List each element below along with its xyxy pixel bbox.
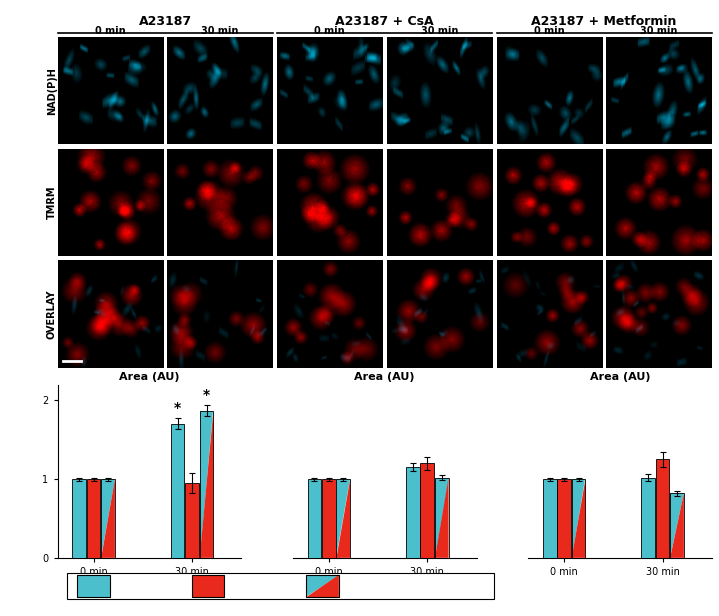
Polygon shape bbox=[572, 479, 585, 558]
Bar bbox=[543, 479, 557, 558]
Title: 0 min: 0 min bbox=[314, 26, 345, 36]
Polygon shape bbox=[670, 493, 684, 558]
Bar bbox=[68, 573, 494, 599]
Title: Area (AU): Area (AU) bbox=[590, 373, 650, 383]
Y-axis label: TMRM: TMRM bbox=[47, 185, 57, 219]
Text: A23187: A23187 bbox=[139, 15, 192, 28]
Bar bbox=[186, 483, 199, 558]
Title: 30 min: 30 min bbox=[421, 26, 458, 36]
Bar bbox=[306, 575, 339, 598]
Title: 0 min: 0 min bbox=[95, 26, 126, 36]
Polygon shape bbox=[306, 575, 339, 598]
Bar bbox=[322, 479, 336, 558]
Bar bbox=[572, 479, 585, 558]
Text: *: * bbox=[203, 388, 210, 402]
Title: Area (AU): Area (AU) bbox=[119, 373, 180, 383]
Bar bbox=[406, 468, 420, 558]
Text: *: * bbox=[174, 401, 181, 415]
Y-axis label: NAD(P)H: NAD(P)H bbox=[47, 67, 57, 115]
Polygon shape bbox=[670, 493, 684, 558]
Polygon shape bbox=[200, 411, 214, 558]
Y-axis label: OVERLAY: OVERLAY bbox=[47, 290, 57, 339]
Bar bbox=[435, 477, 449, 558]
Bar bbox=[421, 463, 434, 558]
Polygon shape bbox=[435, 477, 449, 558]
Bar bbox=[670, 493, 684, 558]
Polygon shape bbox=[435, 477, 449, 558]
Bar bbox=[641, 477, 655, 558]
Title: 30 min: 30 min bbox=[201, 26, 239, 36]
Title: Area (AU): Area (AU) bbox=[354, 373, 415, 383]
Text: TMRM: TMRM bbox=[232, 581, 266, 591]
Polygon shape bbox=[572, 479, 585, 558]
Polygon shape bbox=[336, 479, 350, 558]
Text: NAD(P)H/TMRM ratio: NAD(P)H/TMRM ratio bbox=[347, 581, 462, 591]
Polygon shape bbox=[336, 479, 350, 558]
Bar bbox=[77, 575, 110, 598]
Bar bbox=[73, 479, 86, 558]
Polygon shape bbox=[306, 575, 339, 598]
Bar bbox=[171, 424, 185, 558]
Title: 30 min: 30 min bbox=[641, 26, 678, 36]
Bar bbox=[87, 479, 101, 558]
Bar bbox=[200, 411, 214, 558]
Bar bbox=[656, 460, 669, 558]
Title: 0 min: 0 min bbox=[534, 26, 564, 36]
Text: A23187 + CsA: A23187 + CsA bbox=[335, 15, 434, 28]
Polygon shape bbox=[200, 411, 214, 558]
Bar bbox=[336, 479, 350, 558]
Text: NAD(P)H: NAD(P)H bbox=[118, 581, 166, 591]
Polygon shape bbox=[101, 479, 115, 558]
Bar bbox=[308, 479, 321, 558]
Bar bbox=[101, 479, 115, 558]
Bar bbox=[557, 479, 571, 558]
Polygon shape bbox=[101, 479, 115, 558]
Bar bbox=[192, 575, 224, 598]
Text: A23187 + Metformin: A23187 + Metformin bbox=[531, 15, 677, 28]
